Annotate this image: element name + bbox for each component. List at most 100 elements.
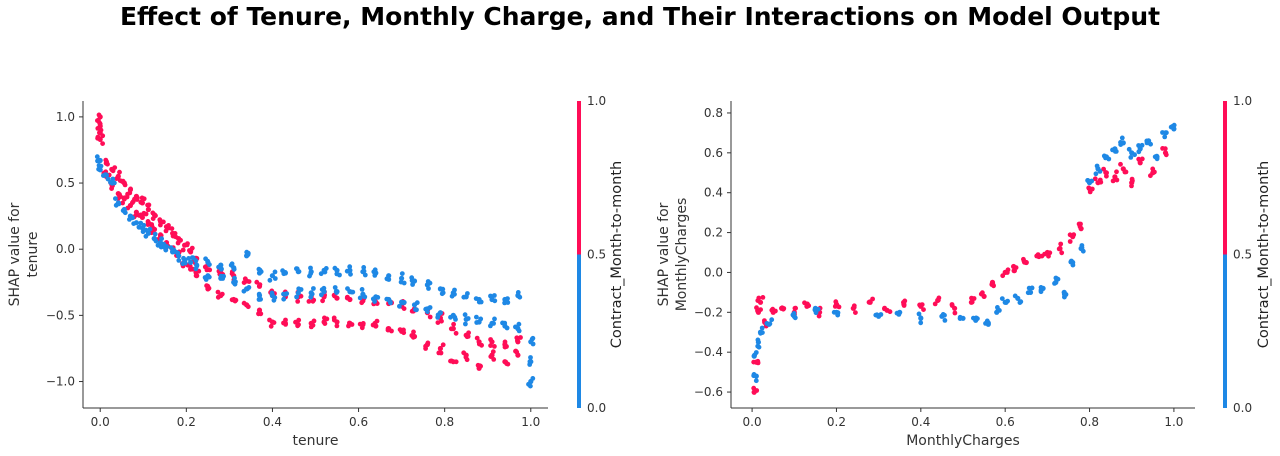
data-point — [96, 157, 102, 163]
data-point — [530, 335, 536, 341]
data-point — [812, 307, 818, 313]
data-point — [1058, 241, 1064, 247]
data-point — [781, 306, 787, 311]
data-point — [1148, 141, 1153, 147]
data-point — [427, 305, 433, 310]
x-tick-label: 0.8 — [435, 415, 454, 429]
data-point — [350, 289, 356, 295]
y-tick-label: −1.0 — [46, 375, 75, 389]
data-point — [969, 299, 975, 305]
data-point — [973, 315, 979, 321]
data-point — [168, 245, 174, 251]
data-point — [267, 277, 273, 283]
data-point — [166, 223, 171, 228]
data-point — [1055, 276, 1061, 282]
data-point — [159, 236, 165, 242]
data-point — [465, 316, 471, 321]
y-tick-label: −0.4 — [694, 345, 723, 359]
data-point — [452, 287, 457, 293]
colorbar-low — [577, 254, 581, 408]
x-tick-label: 1.0 — [1164, 415, 1183, 429]
colorbar-tick-label: 0.5 — [587, 248, 606, 262]
data-point — [836, 304, 842, 310]
data-point — [1119, 135, 1125, 141]
data-point — [138, 199, 144, 205]
data-point — [1013, 265, 1019, 270]
data-point — [835, 312, 841, 318]
data-point — [1136, 149, 1142, 155]
data-point — [516, 328, 522, 334]
colorbar-tick-label: 0.0 — [1233, 401, 1252, 415]
data-point — [878, 312, 884, 317]
data-point — [193, 258, 199, 264]
data-point — [530, 376, 536, 381]
data-point — [1123, 169, 1129, 175]
data-point — [361, 265, 367, 270]
data-point — [1094, 163, 1100, 169]
x-axis-label: tenure — [293, 433, 339, 449]
data-point — [755, 337, 761, 343]
data-point — [463, 321, 468, 327]
data-point — [1004, 270, 1010, 275]
y-tick-label: 0.0 — [56, 242, 75, 256]
data-point — [127, 190, 133, 196]
data-point — [220, 276, 226, 281]
data-point — [1022, 259, 1027, 265]
data-point — [117, 192, 122, 197]
data-point — [488, 337, 493, 342]
colorbar-high — [577, 101, 581, 255]
data-point — [526, 381, 531, 387]
data-point — [193, 266, 199, 272]
data-point — [359, 300, 365, 306]
data-point — [932, 301, 938, 307]
data-point — [426, 286, 431, 291]
data-point — [1126, 146, 1132, 152]
data-point — [401, 327, 406, 333]
data-point — [870, 296, 875, 302]
data-point — [175, 250, 181, 256]
data-point — [1168, 124, 1174, 130]
data-point — [345, 286, 350, 291]
data-point — [185, 241, 190, 247]
data-point — [311, 318, 317, 324]
data-point — [764, 321, 770, 326]
data-point — [384, 296, 390, 302]
tenure-dependence-plot: 0.0 0.2 0.4 0.6 0.8 1.0 1.0 0.5 0.0 −0.5 −1.0 tenur… — [7, 94, 625, 449]
data-point — [935, 297, 941, 303]
data-point — [530, 341, 536, 347]
data-point — [887, 309, 893, 315]
data-point — [349, 322, 355, 327]
data-point — [308, 324, 314, 330]
data-point — [272, 276, 278, 281]
data-point — [283, 317, 288, 323]
data-point — [95, 125, 101, 131]
data-point — [1079, 245, 1085, 251]
data-point — [492, 298, 498, 304]
data-point — [759, 325, 765, 331]
data-point — [440, 286, 446, 292]
data-point — [478, 316, 484, 322]
data-point — [1139, 142, 1145, 148]
data-point — [882, 306, 887, 312]
data-point — [108, 180, 113, 185]
data-point — [319, 292, 324, 298]
data-point — [241, 300, 247, 306]
data-point — [1052, 281, 1057, 286]
colorbar-label: Contract_Month-to-month — [609, 161, 625, 348]
data-point — [187, 263, 193, 269]
data-point — [117, 169, 122, 175]
data-point — [267, 317, 272, 323]
data-point — [311, 286, 316, 291]
data-point — [1005, 298, 1010, 304]
data-point — [478, 299, 484, 305]
data-point — [1078, 221, 1083, 227]
data-point — [504, 325, 510, 331]
data-point — [448, 314, 453, 320]
y-tick-label: 0.5 — [56, 176, 75, 190]
data-point — [122, 195, 127, 201]
data-point — [492, 293, 497, 298]
data-point — [1110, 178, 1116, 184]
data-point — [1154, 156, 1160, 162]
colorbar-tick-label: 1.0 — [587, 94, 606, 108]
data-point — [112, 180, 117, 186]
